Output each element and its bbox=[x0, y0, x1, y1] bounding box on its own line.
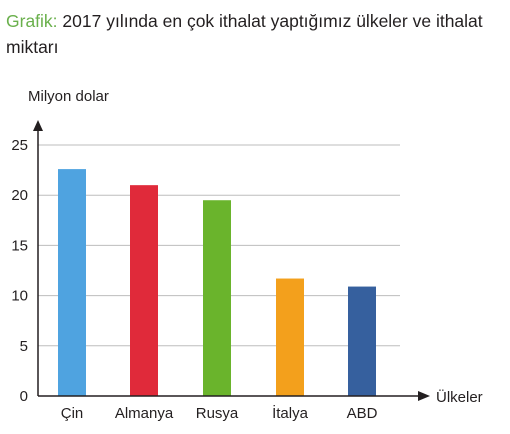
x-category-label: Almanya bbox=[115, 405, 174, 422]
y-axis-label: Milyon dolar bbox=[28, 88, 109, 105]
bar-4 bbox=[348, 286, 376, 396]
x-axis-arrow bbox=[418, 391, 430, 401]
y-tick-label: 5 bbox=[20, 338, 28, 355]
y-tick-label: 15 bbox=[11, 237, 28, 254]
heading-label: Grafik: bbox=[6, 11, 58, 31]
y-tick-label: 0 bbox=[20, 388, 28, 405]
x-category-label: ABD bbox=[347, 405, 378, 422]
y-tick-label: 25 bbox=[11, 137, 28, 154]
x-category-label: İtalya bbox=[272, 404, 309, 422]
chart-heading: Grafik: 2017 yılında en çok ithalat yapt… bbox=[6, 8, 504, 60]
bar-1 bbox=[130, 185, 158, 396]
y-tick-label: 20 bbox=[11, 187, 28, 204]
bar-2 bbox=[203, 200, 231, 396]
y-axis-arrow bbox=[33, 120, 43, 131]
bar-3 bbox=[276, 278, 304, 396]
x-category-label: Çin bbox=[61, 405, 84, 422]
x-category-label: Rusya bbox=[196, 405, 239, 422]
x-axis-label: Ülkeler bbox=[436, 389, 483, 406]
bar-0 bbox=[58, 169, 86, 396]
heading-text: 2017 yılında en çok ithalat yaptığımız ü… bbox=[6, 11, 483, 57]
y-tick-label: 10 bbox=[11, 288, 28, 305]
